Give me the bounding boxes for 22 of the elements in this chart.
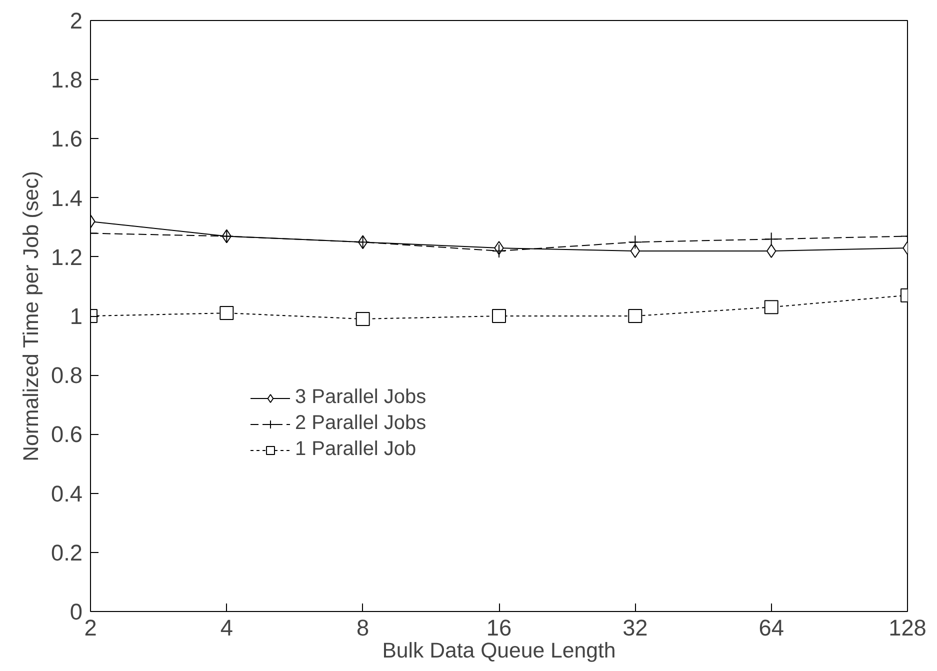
y-tick-label: 1.8 — [51, 66, 83, 93]
y-axis-title: Normalized Time per Job (sec) — [19, 170, 44, 462]
y-tick-label: 1.2 — [51, 244, 83, 270]
x-tick-label: 16 — [486, 614, 512, 640]
x-tick-label: 4 — [220, 614, 233, 640]
y-tick-label: 0.6 — [51, 421, 83, 448]
x-tick-label: 64 — [758, 614, 784, 640]
legend-label: 3 Parallel Jobs — [295, 386, 426, 409]
y-tick-label: 0.8 — [51, 362, 83, 388]
y-tick-label: 0.2 — [51, 539, 83, 566]
x-tick-label: 128 — [888, 614, 926, 640]
y-tick-label: 1.6 — [51, 126, 83, 152]
y-tick-label: 1 — [70, 303, 83, 329]
x-tick-label: 32 — [622, 614, 648, 640]
y-tick-label: 0.4 — [51, 480, 83, 506]
x-axis-title: Bulk Data Queue Length — [382, 638, 616, 662]
y-tick-label: 2 — [70, 8, 83, 34]
legend-label: 2 Parallel Jobs — [295, 412, 426, 435]
y-tick-label: 0 — [70, 598, 83, 624]
x-tick-label: 8 — [356, 614, 370, 640]
y-tick-label: 1.4 — [51, 184, 83, 211]
legend-label: 1 Parallel Job — [295, 438, 416, 461]
